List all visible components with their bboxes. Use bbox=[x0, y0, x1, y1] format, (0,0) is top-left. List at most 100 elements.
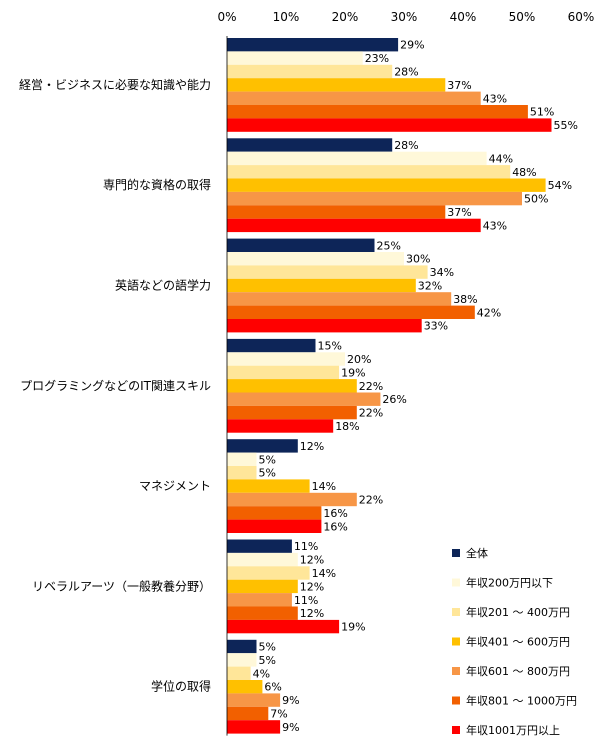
bar bbox=[227, 305, 475, 319]
legend-swatch bbox=[452, 696, 460, 705]
bar bbox=[227, 338, 316, 353]
category-labels: 経営・ビジネスに必要な知識や能力専門的な資格の取得英語などの語学力プログラミング… bbox=[19, 78, 211, 694]
bar-value-label: 22% bbox=[359, 407, 383, 420]
bar bbox=[227, 419, 334, 433]
bar bbox=[227, 105, 528, 119]
bar-value-label: 22% bbox=[359, 380, 383, 393]
bar bbox=[227, 666, 251, 680]
bar bbox=[227, 452, 257, 466]
bar-value-label: 32% bbox=[418, 280, 442, 293]
bar bbox=[227, 278, 416, 293]
bar bbox=[227, 619, 340, 634]
bar bbox=[227, 492, 357, 507]
bar bbox=[227, 138, 393, 152]
bar-value-label: 19% bbox=[341, 366, 365, 379]
bar-value-label: 48% bbox=[512, 166, 536, 179]
bar bbox=[227, 118, 552, 132]
bar bbox=[227, 466, 257, 480]
bar bbox=[227, 265, 428, 279]
bar-value-label: 20% bbox=[347, 353, 371, 366]
bar bbox=[227, 439, 298, 453]
bar-value-label: 22% bbox=[359, 494, 383, 507]
bar-value-label: 16% bbox=[323, 507, 347, 520]
bar bbox=[227, 579, 298, 594]
x-tick-label: 40% bbox=[450, 10, 477, 24]
bar bbox=[227, 405, 357, 420]
bar-value-label: 19% bbox=[341, 621, 365, 634]
bar bbox=[227, 566, 310, 580]
bar bbox=[227, 506, 322, 520]
bar bbox=[227, 392, 381, 406]
bar-value-label: 5% bbox=[259, 453, 276, 466]
bar bbox=[227, 319, 422, 333]
x-tick-label: 20% bbox=[332, 10, 359, 24]
bar bbox=[227, 365, 340, 380]
bar-value-label: 26% bbox=[382, 393, 406, 406]
x-axis-tick-labels: 0% 10% 20% 30% 40% 50% 60% bbox=[217, 10, 594, 24]
legend-label: 年収1001万円以上 bbox=[466, 723, 560, 737]
bar-value-label: 12% bbox=[300, 580, 324, 593]
bar-value-label: 43% bbox=[483, 92, 507, 105]
legend-label: 年収401 ～ 600万円 bbox=[466, 635, 570, 649]
bar-value-label: 15% bbox=[318, 340, 342, 353]
bar-value-label: 7% bbox=[270, 708, 287, 721]
bar-value-label: 6% bbox=[264, 681, 281, 694]
bars bbox=[227, 38, 552, 734]
bar bbox=[227, 552, 298, 567]
bar bbox=[227, 51, 363, 65]
bar bbox=[227, 238, 375, 252]
bar-value-label: 42% bbox=[477, 306, 501, 319]
bar bbox=[227, 680, 263, 694]
bar-value-label: 30% bbox=[406, 253, 430, 266]
x-tick-label: 10% bbox=[273, 10, 300, 24]
bar bbox=[227, 606, 298, 620]
data-labels: 29% 23% 28% 37% 43% 51%55% 28% 44%48% 54%50% 37% 4… bbox=[253, 39, 578, 734]
bar bbox=[227, 191, 522, 206]
bar-value-label: 11% bbox=[294, 540, 318, 553]
bar-value-label: 28% bbox=[394, 139, 418, 152]
bar bbox=[227, 539, 292, 553]
bar bbox=[227, 519, 322, 533]
bar bbox=[227, 479, 310, 493]
bar-value-label: 55% bbox=[554, 119, 578, 132]
bar bbox=[227, 720, 281, 734]
bar bbox=[227, 38, 399, 52]
bar-value-label: 33% bbox=[424, 320, 448, 333]
bar-value-label: 9% bbox=[282, 694, 299, 707]
bar-value-label: 12% bbox=[300, 607, 324, 620]
legend-swatch bbox=[452, 667, 460, 675]
category-label: 経営・ビジネスに必要な知識や能力 bbox=[19, 78, 211, 92]
legend-swatch bbox=[452, 549, 460, 557]
bar bbox=[227, 165, 511, 179]
bar-value-label: 44% bbox=[489, 152, 513, 165]
legend-label: 年収201 ～ 400万円 bbox=[466, 605, 570, 619]
bar-value-label: 25% bbox=[377, 239, 401, 252]
bar-value-label: 11% bbox=[294, 594, 318, 607]
bar bbox=[227, 593, 292, 607]
bar-value-label: 9% bbox=[282, 721, 299, 734]
bar bbox=[227, 639, 257, 654]
bar-value-label: 14% bbox=[312, 567, 336, 580]
legend-swatch bbox=[452, 726, 460, 734]
bar-value-label: 12% bbox=[300, 554, 324, 567]
legend-label: 年収200万円以下 bbox=[466, 576, 553, 590]
bar-value-label: 50% bbox=[524, 193, 548, 206]
bar-value-label: 14% bbox=[312, 480, 336, 493]
x-tick-label: 30% bbox=[391, 10, 418, 24]
category-label: 専門的な資格の取得 bbox=[103, 177, 211, 192]
bar bbox=[227, 352, 345, 366]
bar-value-label: 29% bbox=[400, 39, 424, 52]
category-label: リベラルアーツ（一般教養分野） bbox=[32, 578, 211, 593]
x-tick-label: 0% bbox=[217, 10, 236, 24]
bar-value-label: 5% bbox=[259, 467, 276, 480]
legend-swatch bbox=[452, 608, 460, 616]
bar-value-label: 54% bbox=[548, 179, 572, 192]
bar-value-label: 43% bbox=[483, 219, 507, 232]
legend-swatch bbox=[452, 578, 460, 587]
bar bbox=[227, 653, 257, 667]
bar-value-label: 28% bbox=[394, 66, 418, 79]
category-label: 学位の取得 bbox=[151, 679, 211, 694]
bar-value-label: 4% bbox=[253, 667, 270, 680]
